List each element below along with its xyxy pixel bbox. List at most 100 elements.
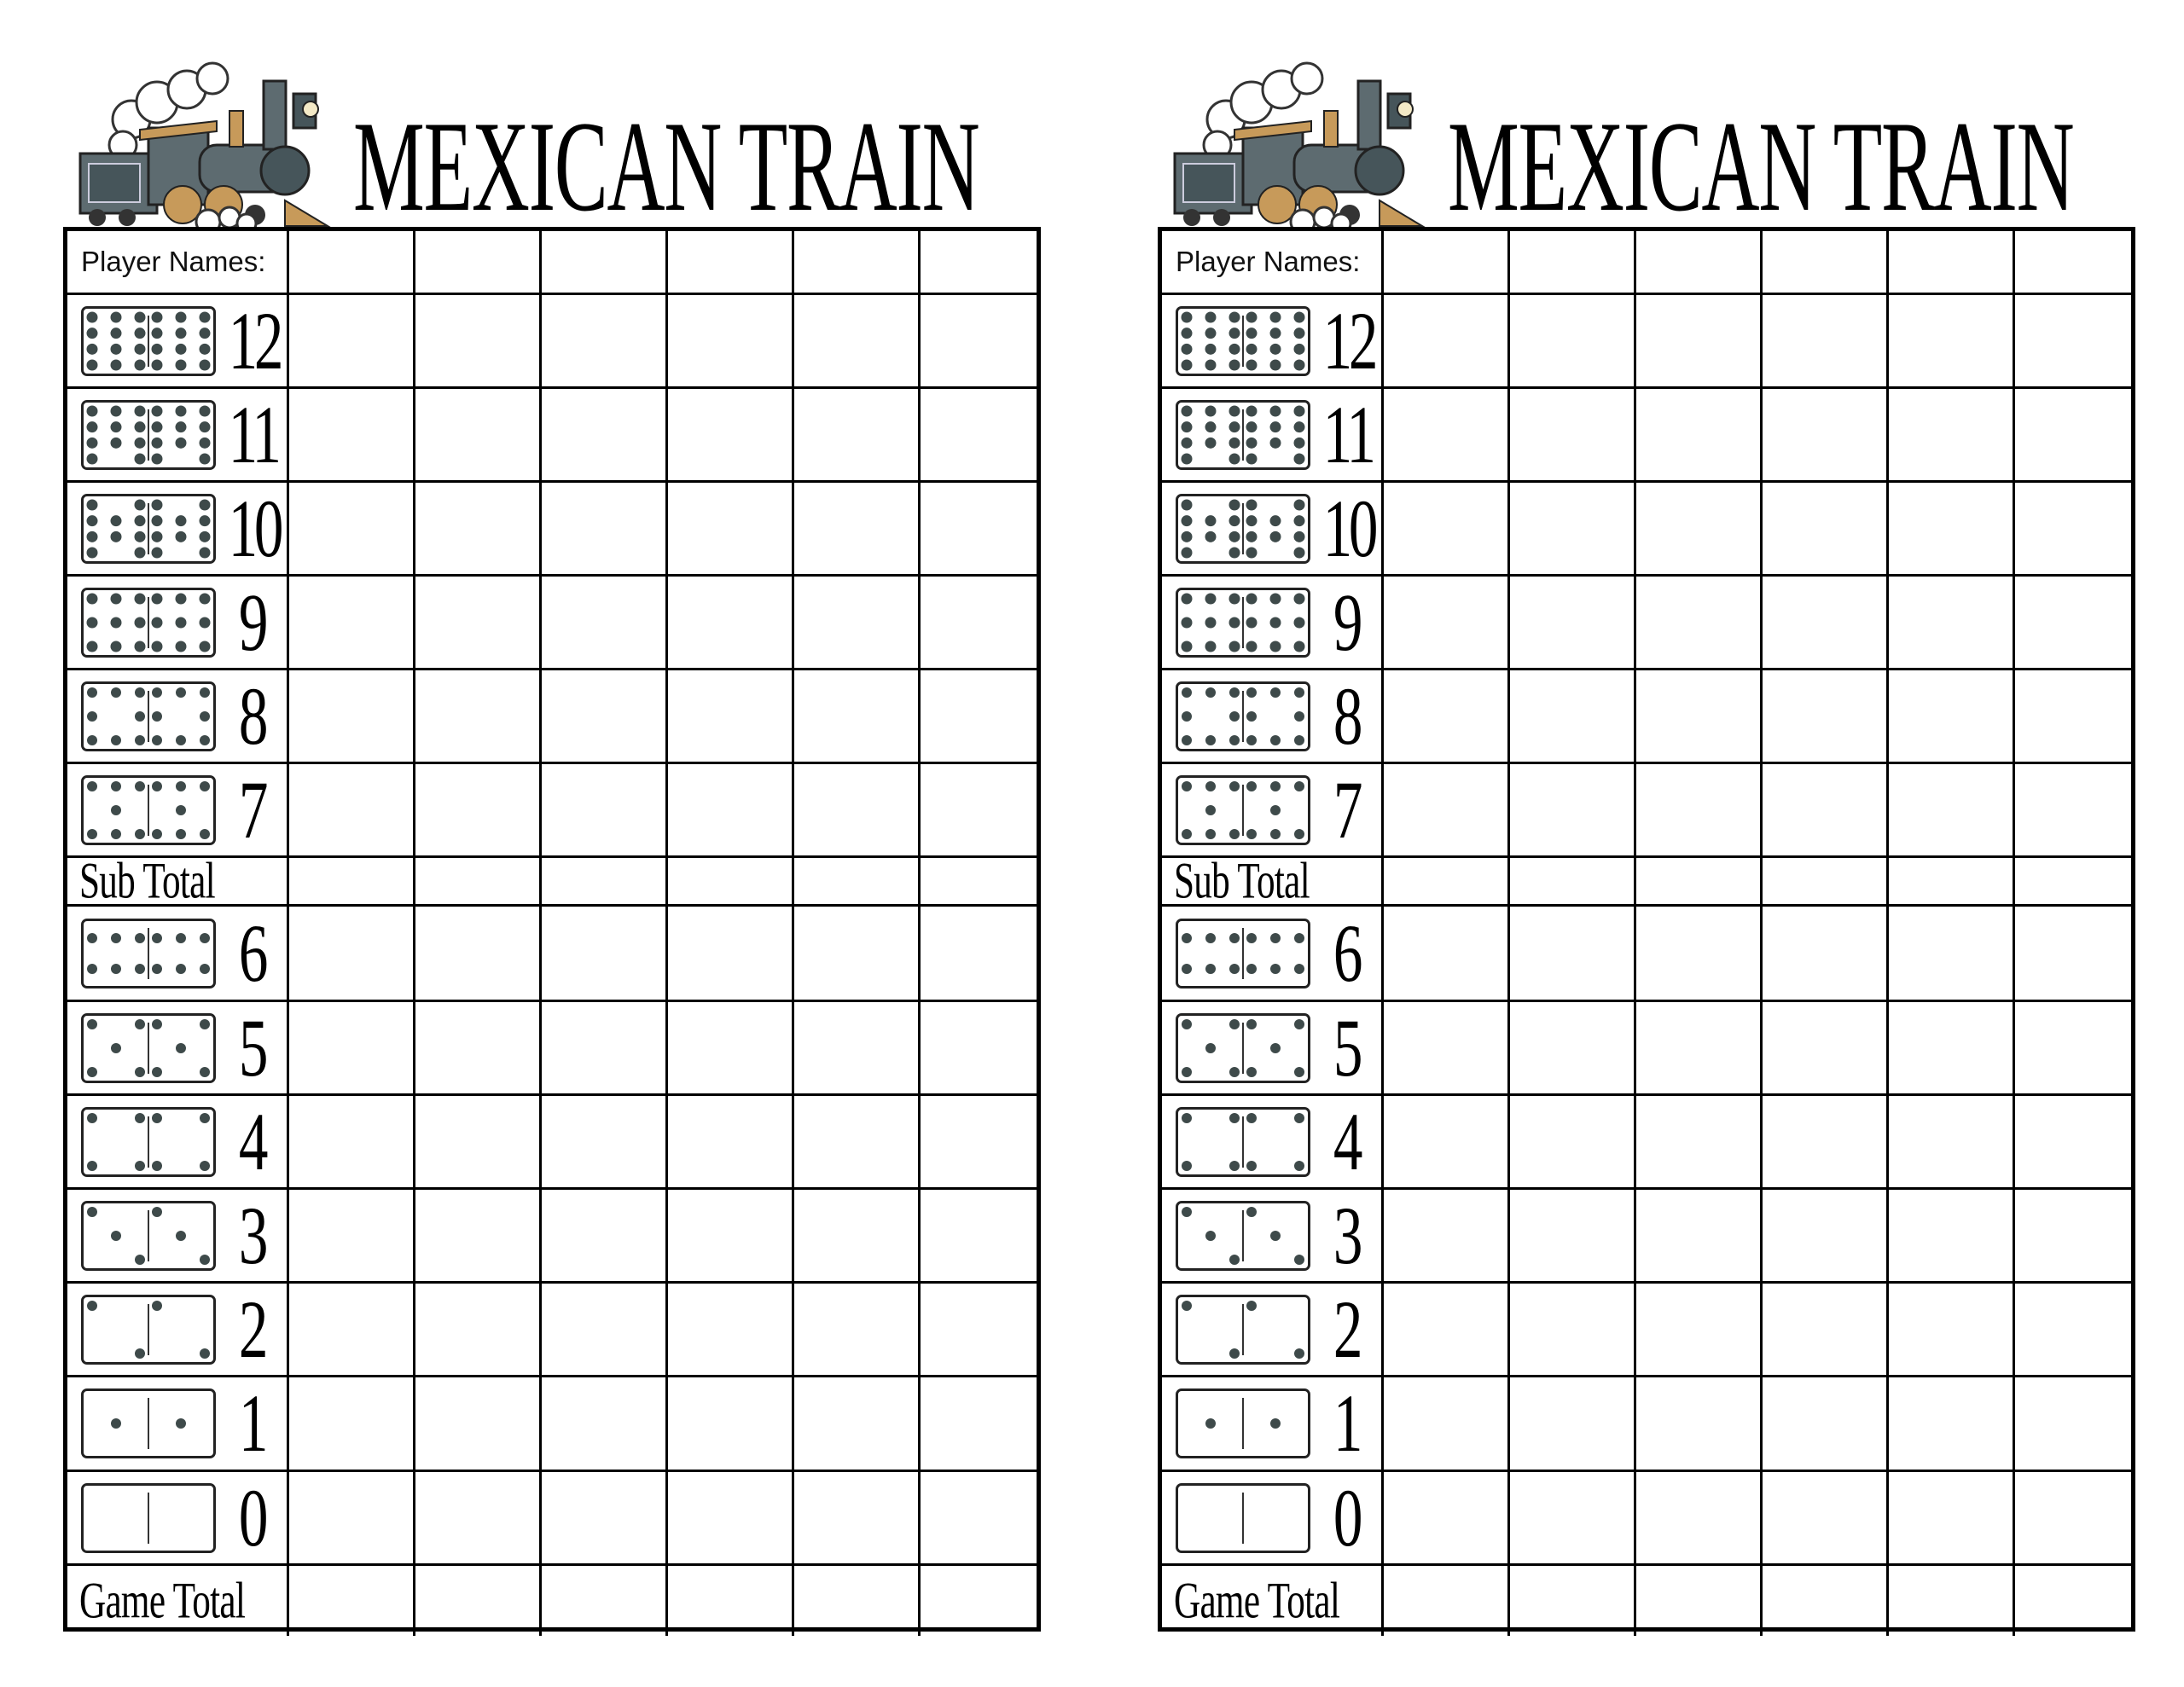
player-name-input[interactable] (665, 231, 792, 293)
score-input[interactable] (1886, 1377, 2013, 1470)
score-input[interactable] (665, 483, 792, 574)
score-input[interactable] (413, 1096, 539, 1187)
score-input[interactable] (539, 389, 665, 480)
score-input[interactable] (1381, 295, 1507, 386)
player-name-input[interactable] (1760, 231, 1886, 293)
score-input[interactable] (539, 1472, 665, 1563)
score-input[interactable] (792, 670, 918, 762)
score-input[interactable] (918, 1190, 1037, 1281)
player-name-input[interactable] (1507, 231, 1634, 293)
score-input[interactable] (287, 577, 413, 668)
score-input[interactable] (2013, 907, 2131, 1000)
score-input[interactable] (792, 1566, 918, 1636)
score-input[interactable] (2013, 670, 2131, 762)
player-name-input[interactable] (413, 231, 539, 293)
score-input[interactable] (413, 1002, 539, 1093)
score-input[interactable] (1760, 1472, 1886, 1563)
score-input[interactable] (1507, 1472, 1634, 1563)
score-input[interactable] (665, 858, 792, 904)
score-input[interactable] (287, 858, 413, 904)
score-input[interactable] (1381, 1096, 1507, 1187)
score-input[interactable] (665, 764, 792, 855)
score-input[interactable] (539, 1566, 665, 1636)
score-input[interactable] (1886, 907, 2013, 1000)
score-input[interactable] (413, 1284, 539, 1375)
player-name-input[interactable] (792, 231, 918, 293)
score-input[interactable] (1507, 577, 1634, 668)
score-input[interactable] (1886, 1284, 2013, 1375)
score-input[interactable] (2013, 577, 2131, 668)
score-input[interactable] (2013, 1002, 2131, 1093)
score-input[interactable] (918, 1566, 1037, 1636)
player-name-input[interactable] (1381, 231, 1507, 293)
player-name-input[interactable] (918, 231, 1037, 293)
score-input[interactable] (918, 389, 1037, 480)
player-name-input[interactable] (1634, 231, 1760, 293)
score-input[interactable] (1381, 764, 1507, 855)
score-input[interactable] (1760, 764, 1886, 855)
score-input[interactable] (287, 1284, 413, 1375)
score-input[interactable] (792, 764, 918, 855)
score-input[interactable] (1634, 1002, 1760, 1093)
score-input[interactable] (1886, 1190, 2013, 1281)
score-input[interactable] (665, 670, 792, 762)
score-input[interactable] (539, 670, 665, 762)
score-input[interactable] (287, 389, 413, 480)
score-input[interactable] (792, 858, 918, 904)
score-input[interactable] (413, 670, 539, 762)
score-input[interactable] (1507, 1284, 1634, 1375)
player-name-input[interactable] (1886, 231, 2013, 293)
score-input[interactable] (1634, 483, 1760, 574)
score-input[interactable] (2013, 1190, 2131, 1281)
score-input[interactable] (1507, 295, 1634, 386)
player-name-input[interactable] (2013, 231, 2131, 293)
score-input[interactable] (1634, 295, 1760, 386)
score-input[interactable] (918, 670, 1037, 762)
score-input[interactable] (918, 1472, 1037, 1563)
score-input[interactable] (1760, 389, 1886, 480)
score-input[interactable] (918, 483, 1037, 574)
score-input[interactable] (2013, 389, 2131, 480)
score-input[interactable] (413, 858, 539, 904)
score-input[interactable] (287, 295, 413, 386)
score-input[interactable] (1634, 670, 1760, 762)
score-input[interactable] (1760, 907, 1886, 1000)
score-input[interactable] (665, 907, 792, 1000)
score-input[interactable] (1381, 907, 1507, 1000)
score-input[interactable] (792, 483, 918, 574)
score-input[interactable] (539, 1377, 665, 1470)
score-input[interactable] (539, 764, 665, 855)
score-input[interactable] (918, 295, 1037, 386)
score-input[interactable] (1886, 764, 2013, 855)
score-input[interactable] (1381, 1566, 1507, 1636)
score-input[interactable] (1886, 577, 2013, 668)
score-input[interactable] (665, 295, 792, 386)
score-input[interactable] (1760, 1190, 1886, 1281)
score-input[interactable] (287, 483, 413, 574)
score-input[interactable] (2013, 764, 2131, 855)
score-input[interactable] (1634, 858, 1760, 904)
score-input[interactable] (665, 577, 792, 668)
score-input[interactable] (1381, 858, 1507, 904)
score-input[interactable] (665, 1096, 792, 1187)
score-input[interactable] (1760, 577, 1886, 668)
score-input[interactable] (1634, 1190, 1760, 1281)
score-input[interactable] (665, 1190, 792, 1281)
score-input[interactable] (792, 1284, 918, 1375)
score-input[interactable] (2013, 1377, 2131, 1470)
score-input[interactable] (2013, 1472, 2131, 1563)
score-input[interactable] (539, 907, 665, 1000)
score-input[interactable] (1634, 907, 1760, 1000)
score-input[interactable] (665, 1566, 792, 1636)
score-input[interactable] (792, 907, 918, 1000)
score-input[interactable] (1886, 1566, 2013, 1636)
score-input[interactable] (792, 389, 918, 480)
score-input[interactable] (1381, 670, 1507, 762)
score-input[interactable] (1507, 858, 1634, 904)
score-input[interactable] (413, 1472, 539, 1563)
score-input[interactable] (918, 764, 1037, 855)
score-input[interactable] (918, 858, 1037, 904)
score-input[interactable] (413, 295, 539, 386)
score-input[interactable] (413, 907, 539, 1000)
score-input[interactable] (287, 1002, 413, 1093)
